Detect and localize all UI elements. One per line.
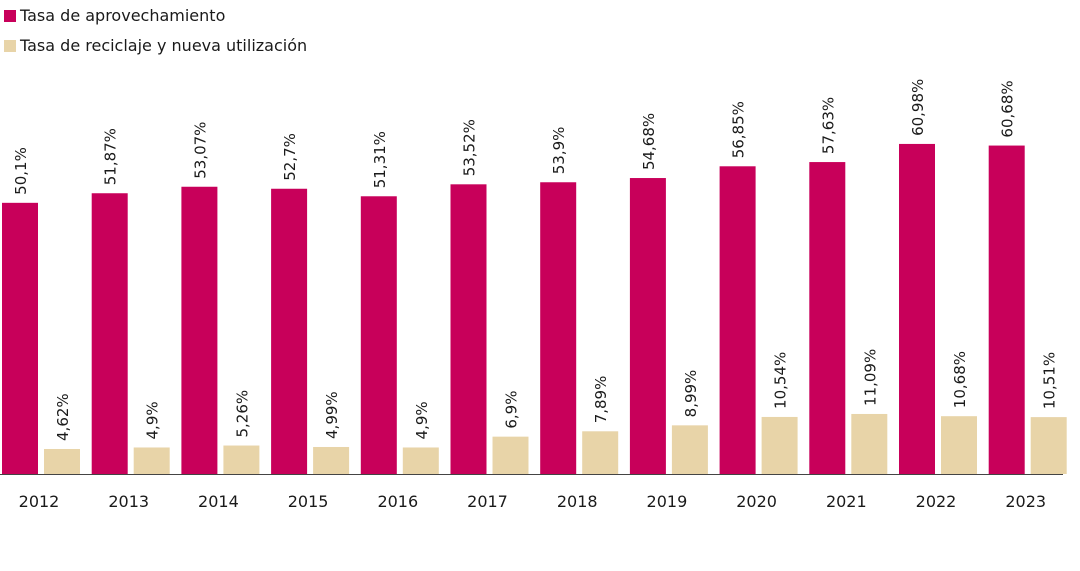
bar-aprovechamiento-2017[interactable] xyxy=(450,184,487,474)
bar-aprovechamiento-2019[interactable] xyxy=(629,178,666,475)
bar-reciclaje-2015[interactable] xyxy=(313,446,350,474)
data-label-aprovechamiento-2014: 53,07% xyxy=(191,122,209,179)
x-tick-label-2013: 2013 xyxy=(108,492,149,511)
bar-aprovechamiento-2013[interactable] xyxy=(91,193,128,474)
data-label-aprovechamiento-2016: 51,31% xyxy=(371,131,389,188)
data-label-reciclaje-2015: 4,99% xyxy=(323,391,341,439)
bar-reciclaje-2016[interactable] xyxy=(402,447,439,474)
x-tick-label-2014: 2014 xyxy=(198,492,239,511)
data-label-reciclaje-2018: 7,89% xyxy=(592,376,610,424)
data-label-aprovechamiento-2018: 53,9% xyxy=(550,127,568,175)
x-tick-label-2021: 2021 xyxy=(826,492,867,511)
legend-swatch-1 xyxy=(4,10,16,22)
data-label-aprovechamiento-2020: 56,85% xyxy=(730,101,748,158)
x-tick-label-2015: 2015 xyxy=(288,492,329,511)
bar-aprovechamiento-2023[interactable] xyxy=(988,145,1025,474)
data-label-aprovechamiento-2017: 53,52% xyxy=(461,119,479,176)
bar-reciclaje-2020[interactable] xyxy=(761,416,798,474)
data-label-reciclaje-2017: 6,9% xyxy=(503,391,521,429)
data-label-aprovechamiento-2012: 50,1% xyxy=(12,147,30,195)
bar-aprovechamiento-2018[interactable] xyxy=(540,182,577,474)
data-label-reciclaje-2019: 8,99% xyxy=(682,370,700,418)
data-label-reciclaje-2020: 10,54% xyxy=(772,352,790,409)
bar-reciclaje-2019[interactable] xyxy=(671,425,708,474)
data-label-reciclaje-2022: 10,68% xyxy=(951,351,969,408)
bar-reciclaje-2022[interactable] xyxy=(941,416,977,474)
x-tick-label-2012: 2012 xyxy=(19,492,60,511)
bar-reciclaje-2017[interactable] xyxy=(492,436,529,474)
data-label-reciclaje-2021: 11,09% xyxy=(861,349,879,406)
bar-aprovechamiento-2021[interactable] xyxy=(809,162,846,474)
data-label-reciclaje-2013: 4,9% xyxy=(144,401,162,439)
bar-reciclaje-2021[interactable] xyxy=(851,413,888,474)
data-label-aprovechamiento-2023: 60,68% xyxy=(999,80,1017,137)
data-label-aprovechamiento-2013: 51,87% xyxy=(102,128,120,185)
data-label-aprovechamiento-2019: 54,68% xyxy=(640,113,658,170)
bar-aprovechamiento-2012[interactable] xyxy=(2,202,38,475)
data-label-aprovechamiento-2015: 52,7% xyxy=(281,133,299,181)
bar-aprovechamiento-2022[interactable] xyxy=(899,143,935,474)
x-tick-label-2019: 2019 xyxy=(647,492,688,511)
data-label-aprovechamiento-2021: 57,63% xyxy=(819,97,837,154)
x-tick-label-2022: 2022 xyxy=(916,492,957,511)
data-label-reciclaje-2016: 4,9% xyxy=(413,401,431,439)
bar-aprovechamiento-2015[interactable] xyxy=(271,188,308,474)
x-tick-label-2020: 2020 xyxy=(736,492,777,511)
bar-reciclaje-2014[interactable] xyxy=(223,445,260,474)
bar-reciclaje-2018[interactable] xyxy=(582,431,619,474)
data-label-reciclaje-2023: 10,51% xyxy=(1041,352,1059,409)
legend-swatch-2 xyxy=(4,40,16,52)
x-tick-label-2017: 2017 xyxy=(467,492,508,511)
x-tick-label-2018: 2018 xyxy=(557,492,598,511)
bar-aprovechamiento-2014[interactable] xyxy=(181,186,218,474)
bar-aprovechamiento-2016[interactable] xyxy=(360,196,397,474)
x-tick-label-2023: 2023 xyxy=(1005,492,1046,511)
data-label-reciclaje-2012: 4,62% xyxy=(54,393,72,441)
x-tick-label-2016: 2016 xyxy=(377,492,418,511)
data-label-reciclaje-2014: 5,26% xyxy=(233,390,251,438)
bar-reciclaje-2012[interactable] xyxy=(44,448,80,474)
legend-label-2: Tasa de reciclaje y nueva utilización xyxy=(19,36,307,55)
bar-reciclaje-2023[interactable] xyxy=(1030,417,1067,474)
bar-reciclaje-2013[interactable] xyxy=(133,447,170,474)
data-label-aprovechamiento-2022: 60,98% xyxy=(909,79,927,136)
bar-aprovechamiento-2020[interactable] xyxy=(719,166,756,475)
legend-label-1: Tasa de aprovechamiento xyxy=(19,6,225,25)
